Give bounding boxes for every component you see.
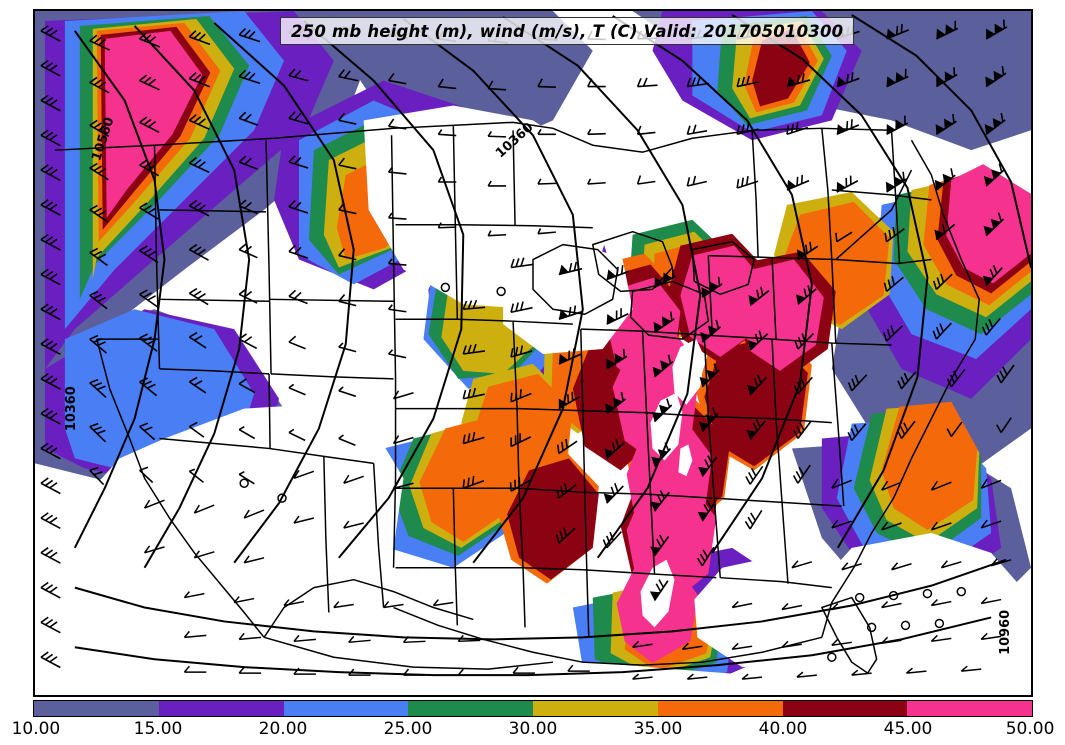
contour-label: 10960 (998, 610, 1013, 655)
colorbar-tick-label: 10.00 (11, 719, 61, 739)
no-shading-regions (35, 105, 1031, 695)
map-title-box: 250 mb height (m), wind (m/s), T (C) Val… (280, 17, 855, 45)
colorbar-tick-label: 35.00 (633, 719, 683, 739)
political-boundaries (54, 121, 980, 674)
map-title-text: 250 mb height (m), wind (m/s), T (C) Val… (291, 21, 844, 41)
weather-map-panel: 10560 10360 10360 10960 (33, 9, 1033, 697)
wind-barb-field (40, 17, 1015, 680)
colorbar-container (33, 700, 1033, 717)
colorbar-tick-label: 15.00 (133, 719, 183, 739)
colorbar-segment (533, 701, 658, 716)
colorbar (33, 700, 1033, 717)
colorbar-segment (782, 701, 908, 716)
colorbar-tick-label: 40.00 (758, 719, 808, 739)
colorbar-segment (907, 701, 1032, 716)
colorbar-segment (408, 701, 533, 716)
colorbar-tick-label: 50.00 (1005, 719, 1055, 739)
colorbar-tick-label: 30.00 (508, 719, 558, 739)
colorbar-tick-label: 45.00 (883, 719, 933, 739)
colorbar-segment (34, 701, 159, 716)
colorbar-tick-label: 20.00 (258, 719, 308, 739)
colorbar-segment (158, 701, 284, 716)
colorbar-segment (657, 701, 783, 716)
weather-map-svg: 10560 10360 10360 10960 (35, 11, 1031, 695)
colorbar-tick-labels: 10.00 15.00 20.00 25.00 30.00 35.00 40.00 45.00… (0, 719, 1065, 745)
colorbar-segment (283, 701, 409, 716)
colorbar-tick-label: 25.00 (383, 719, 433, 739)
contour-label: 10360 (64, 386, 79, 431)
height-contours (73, 14, 1031, 677)
